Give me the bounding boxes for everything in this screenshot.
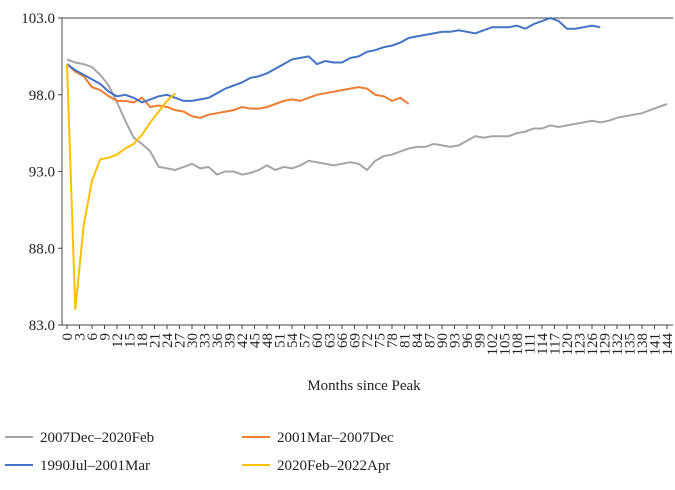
x-tick-label: 93 bbox=[448, 333, 464, 348]
x-tick-label: 27 bbox=[173, 333, 189, 349]
legend-label: 2007Dec–2020Feb bbox=[40, 430, 154, 446]
x-tick-label: 81 bbox=[398, 333, 414, 348]
x-tick-label: 132 bbox=[610, 333, 626, 356]
x-tick-label: 129 bbox=[598, 333, 614, 356]
legend-label: 2020Feb–2022Apr bbox=[277, 458, 390, 474]
y-tick-label: 98.0 bbox=[29, 88, 55, 104]
x-tick-label: 102 bbox=[485, 333, 501, 356]
legend-label: 2001Mar–2007Dec bbox=[277, 430, 394, 446]
x-tick-label: 48 bbox=[260, 333, 276, 348]
x-tick-label: 78 bbox=[385, 333, 401, 348]
x-tick-label: 12 bbox=[110, 333, 126, 348]
x-tick-label: 99 bbox=[473, 333, 489, 348]
x-tick-label: 123 bbox=[573, 333, 589, 356]
x-axis-title: Months since Peak bbox=[307, 378, 421, 394]
x-tick-label: 30 bbox=[185, 333, 201, 348]
line-series bbox=[66, 58, 668, 176]
x-tick-label: 24 bbox=[160, 333, 176, 349]
line-series bbox=[66, 64, 176, 310]
x-tick-label: 69 bbox=[348, 333, 364, 348]
legend-label: 1990Jul–2001Mar bbox=[40, 458, 150, 474]
x-tick-label: 141 bbox=[648, 333, 664, 356]
x-tick-label: 3 bbox=[73, 333, 89, 341]
x-tick-label: 114 bbox=[535, 333, 551, 355]
x-tick-label: 60 bbox=[310, 333, 326, 348]
line-series bbox=[66, 16, 601, 104]
x-tick-label: 57 bbox=[298, 333, 314, 349]
y-tick-label: 103.0 bbox=[21, 11, 55, 27]
x-tick-label: 90 bbox=[435, 333, 451, 348]
x-tick-label: 105 bbox=[498, 333, 514, 356]
x-tick-label: 108 bbox=[510, 333, 526, 356]
x-tick-label: 66 bbox=[335, 333, 351, 349]
y-tick-label: 93.0 bbox=[29, 165, 55, 181]
x-tick-label: 96 bbox=[460, 333, 476, 349]
x-tick-label: 135 bbox=[623, 333, 639, 356]
x-tick-label: 45 bbox=[248, 333, 264, 348]
x-tick-label: 63 bbox=[323, 333, 339, 348]
x-tick-label: 21 bbox=[148, 333, 164, 348]
x-tick-label: 9 bbox=[98, 333, 114, 341]
x-tick-label: 36 bbox=[210, 333, 226, 349]
x-tick-label: 84 bbox=[410, 333, 426, 349]
x-tick-label: 6 bbox=[85, 333, 101, 341]
x-tick-label: 87 bbox=[423, 333, 439, 349]
x-tick-label: 39 bbox=[223, 333, 239, 348]
x-tick-label: 15 bbox=[123, 333, 139, 348]
x-tick-label: 111 bbox=[523, 333, 539, 354]
x-tick-label: 144 bbox=[660, 333, 675, 356]
x-tick-label: 117 bbox=[548, 333, 564, 355]
x-tick-label: 42 bbox=[235, 333, 251, 348]
y-tick-label: 88.0 bbox=[29, 241, 55, 257]
x-tick-label: 138 bbox=[635, 333, 651, 356]
x-tick-label: 75 bbox=[373, 333, 389, 348]
x-tick-label: 72 bbox=[360, 333, 376, 348]
x-tick-label: 0 bbox=[60, 333, 76, 341]
line-series bbox=[66, 63, 410, 119]
x-tick-label: 33 bbox=[198, 333, 214, 348]
x-tick-label: 120 bbox=[560, 333, 576, 356]
x-tick-label: 54 bbox=[285, 333, 301, 349]
x-tick-label: 126 bbox=[585, 333, 601, 356]
x-tick-label: 18 bbox=[135, 333, 151, 348]
y-tick-label: 83.0 bbox=[29, 318, 55, 334]
x-tick-label: 51 bbox=[273, 333, 289, 348]
